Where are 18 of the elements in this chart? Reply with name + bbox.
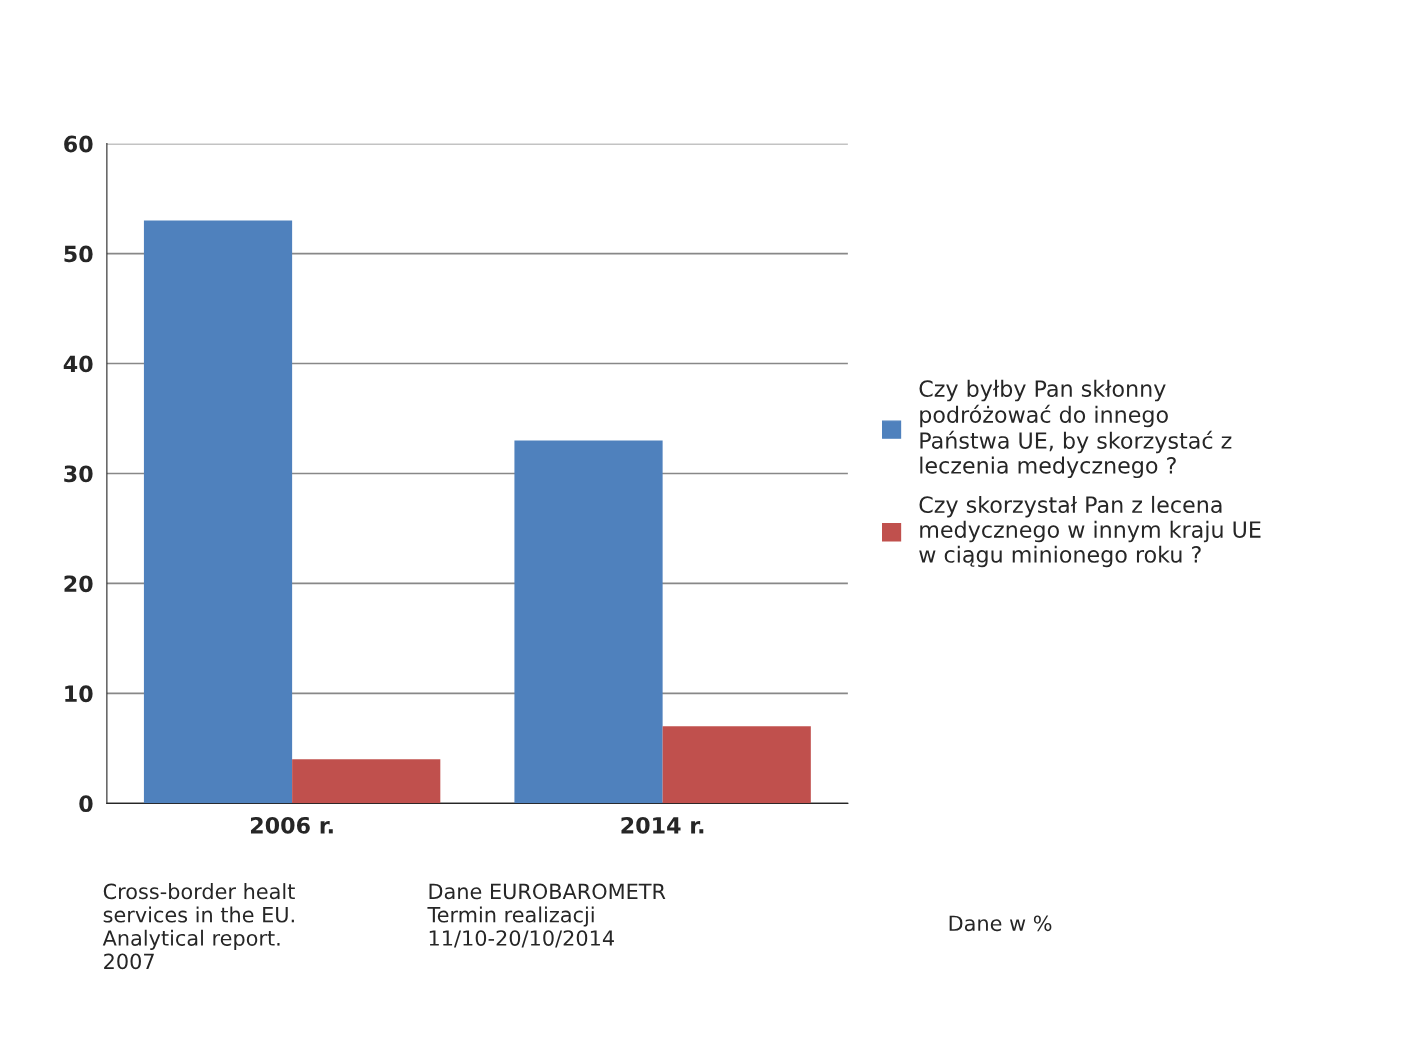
text: Cross-border healt services in the EU. Analytical report. 2007 — [102, 883, 295, 970]
y-tick-label: 0 — [79, 795, 93, 813]
y-tick-label: 50 — [64, 245, 93, 263]
bar — [514, 440, 663, 804]
y-tick-label: 40 — [63, 355, 93, 373]
x-tick-label: 2014 r. — [621, 816, 704, 834]
x-tick-label: 2006 r. — [250, 816, 333, 834]
bar — [662, 726, 811, 804]
legend-label: Czy byłby Pan skłonny podróżować do innego Państwa UE, by skorzystać z leczenia medycznego ? — [919, 379, 1232, 479]
y-tick-label: 10 — [65, 685, 93, 703]
text: Dane EUROBAROMETR Termin realizacji 11/10-20/10/2014 — [427, 883, 666, 948]
y-tick-label: 60 — [64, 135, 93, 153]
bar — [143, 220, 293, 804]
y-tick-label: 20 — [64, 575, 93, 593]
legend-label: Czy skorzystał Pan z lecena medycznego w innym kraju UE w ciągu minionego roku ? — [919, 495, 1261, 568]
y-tick-label: 30 — [64, 465, 93, 483]
bar — [292, 759, 441, 804]
text: Dane w % — [949, 915, 1052, 932]
